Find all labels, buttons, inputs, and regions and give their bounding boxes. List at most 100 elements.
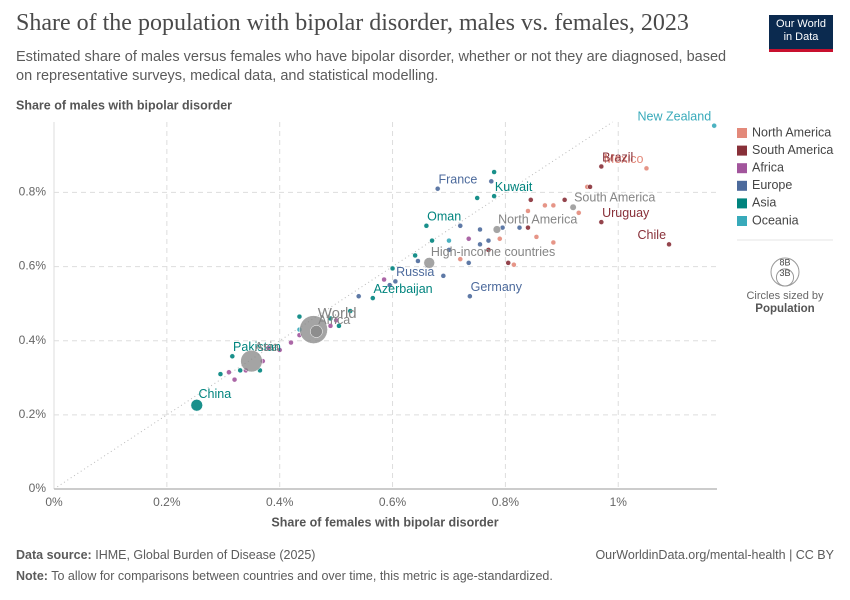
source: Data source: IHME, Global Burden of Dise… (16, 548, 315, 562)
point (467, 293, 473, 299)
point (465, 260, 472, 266)
point (711, 122, 717, 129)
point (598, 219, 605, 225)
point-label: World (318, 305, 357, 322)
legend-swatch (737, 180, 747, 191)
point (434, 185, 441, 192)
point (525, 208, 531, 214)
x-axis-label: Share of females with bipolar disorder (271, 515, 498, 529)
point-label: Germany (471, 280, 523, 294)
point (288, 339, 294, 346)
point (488, 178, 495, 185)
point (226, 369, 232, 375)
point (217, 371, 224, 377)
point-label: North America (498, 213, 577, 227)
point-label: China (199, 387, 232, 401)
y-tick-label: 0% (29, 481, 47, 495)
source-text: IHME, Global Burden of Disease (2025) (95, 548, 316, 562)
point (440, 273, 447, 279)
point (457, 256, 464, 262)
size-legend-circle (775, 268, 795, 287)
x-tick-label: 0.6% (379, 495, 407, 509)
point (576, 210, 582, 216)
point (355, 293, 362, 299)
point (237, 367, 243, 374)
point (386, 282, 393, 288)
point-label: Brazil (602, 150, 633, 164)
point (347, 308, 353, 314)
x-tick-label: 1% (610, 495, 628, 509)
aggregate-point (310, 325, 323, 338)
logo-line: in Data (783, 31, 819, 43)
point-label: Africa (318, 313, 350, 327)
url[interactable]: OurWorldinData.org/mental-health | CC BY (595, 548, 834, 562)
point (327, 323, 334, 329)
x-tick-label: 0.8% (492, 495, 520, 509)
aggregate-point (240, 350, 263, 373)
point-label: Russia (396, 265, 434, 279)
point (497, 236, 503, 242)
point (231, 376, 238, 383)
point (485, 237, 492, 244)
legend-swatch (737, 145, 747, 156)
point (446, 237, 452, 244)
point (491, 169, 497, 175)
point (516, 224, 523, 231)
legend-label: Oceania (752, 213, 799, 227)
point (643, 165, 650, 172)
point-label: South America (574, 191, 655, 205)
point (505, 260, 511, 266)
point (415, 258, 421, 264)
point (474, 195, 480, 201)
point (296, 313, 303, 320)
point (429, 237, 435, 244)
point-label: Asia (255, 340, 279, 354)
point (265, 345, 272, 351)
legend-swatch (737, 163, 747, 174)
x-tick-label: 0% (45, 495, 63, 509)
legend-label: Africa (752, 160, 784, 174)
note-text: To allow for comparisons between countri… (51, 569, 553, 583)
point (528, 197, 534, 203)
point-label: Kuwait (495, 180, 533, 194)
y-tick-label: 0.6% (19, 259, 47, 273)
y-tick-label: 0.4% (19, 333, 47, 347)
aggregate-point (569, 203, 577, 211)
point (533, 234, 540, 240)
point (190, 399, 203, 412)
legend-label: Asia (752, 196, 776, 210)
aggregate-point (423, 257, 435, 269)
point (423, 223, 430, 229)
size-legend-title: Circles sized by (746, 290, 824, 302)
point (327, 315, 334, 322)
point (381, 276, 387, 283)
point (446, 247, 452, 253)
source-label: Data source: (16, 548, 92, 562)
point-label: France (438, 173, 477, 187)
aggregate-point (492, 225, 502, 234)
logo[interactable]: Our World in Data (769, 15, 833, 52)
x-tick-label: 0.4% (266, 495, 294, 509)
legend-swatch (737, 128, 747, 138)
point-label: Azerbaijan (374, 282, 433, 296)
size-legend-label: 8B (779, 257, 790, 267)
y-tick-label: 0.8% (19, 185, 47, 199)
x-tick-label: 0.2% (153, 495, 181, 509)
note-label: Note: (16, 569, 48, 583)
chart-subtitle: Estimated share of males versus females … (16, 49, 727, 84)
diagonal (53, 121, 613, 490)
legend-swatch (737, 198, 747, 209)
point (525, 224, 531, 231)
point (542, 202, 548, 209)
point (389, 265, 396, 272)
point (336, 323, 342, 329)
point-label: New Zealand (638, 110, 712, 124)
point (370, 295, 376, 301)
point (477, 226, 483, 233)
point (511, 261, 517, 268)
point-label: Mexico (604, 152, 644, 166)
point (550, 202, 557, 209)
point (465, 236, 472, 242)
